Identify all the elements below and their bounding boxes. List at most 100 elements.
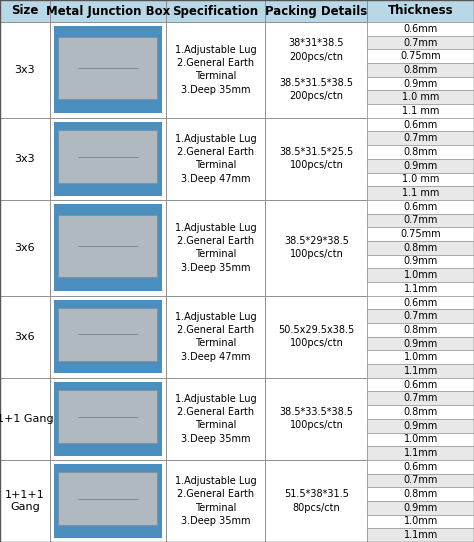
Text: 0.7mm: 0.7mm bbox=[403, 393, 438, 403]
Text: 1.0mm: 1.0mm bbox=[403, 434, 438, 444]
Bar bbox=[367, 36, 474, 49]
Bar bbox=[265, 22, 367, 118]
Bar bbox=[0, 378, 50, 460]
Bar bbox=[58, 130, 157, 183]
Text: 0.8mm: 0.8mm bbox=[403, 65, 438, 75]
Bar bbox=[54, 204, 162, 292]
Bar bbox=[367, 104, 474, 118]
Bar bbox=[0, 460, 50, 542]
Text: 1+1 Gang: 1+1 Gang bbox=[0, 414, 53, 424]
Bar bbox=[367, 378, 474, 391]
Text: 0.8mm: 0.8mm bbox=[403, 407, 438, 417]
Bar bbox=[0, 200, 50, 296]
Text: 3x3: 3x3 bbox=[15, 154, 35, 164]
Text: 0.9mm: 0.9mm bbox=[403, 160, 438, 171]
Bar bbox=[367, 460, 474, 474]
Bar bbox=[367, 214, 474, 227]
Text: 1.Adjustable Lug
2.General Earth
Terminal
3.Deep 47mm: 1.Adjustable Lug 2.General Earth Termina… bbox=[175, 134, 256, 184]
Bar bbox=[54, 300, 162, 373]
Text: 0.6mm: 0.6mm bbox=[403, 298, 438, 307]
Bar bbox=[166, 200, 265, 296]
Bar bbox=[367, 282, 474, 296]
Text: 1.0mm: 1.0mm bbox=[403, 352, 438, 362]
Bar bbox=[367, 241, 474, 255]
Bar bbox=[166, 118, 265, 200]
Bar bbox=[367, 391, 474, 405]
Bar bbox=[54, 464, 162, 538]
Bar bbox=[367, 159, 474, 172]
Bar bbox=[367, 501, 474, 515]
Bar bbox=[58, 37, 157, 99]
Text: 0.6mm: 0.6mm bbox=[403, 24, 438, 34]
Bar bbox=[50, 460, 166, 542]
Text: 0.6mm: 0.6mm bbox=[403, 120, 438, 130]
Text: 1.1 mm: 1.1 mm bbox=[402, 188, 439, 198]
Bar bbox=[166, 378, 265, 460]
Text: 0.75mm: 0.75mm bbox=[401, 51, 441, 61]
Bar bbox=[367, 474, 474, 487]
Bar bbox=[50, 0, 166, 22]
Bar bbox=[367, 268, 474, 282]
Bar bbox=[54, 382, 162, 456]
Text: Packing Details: Packing Details bbox=[265, 4, 367, 17]
Text: 0.7mm: 0.7mm bbox=[403, 133, 438, 143]
Bar bbox=[265, 200, 367, 296]
Bar bbox=[54, 27, 162, 113]
Bar bbox=[367, 364, 474, 378]
Bar bbox=[265, 118, 367, 200]
Text: 38.5*29*38.5
100pcs/ctn: 38.5*29*38.5 100pcs/ctn bbox=[284, 236, 349, 260]
Bar bbox=[166, 0, 265, 22]
Bar bbox=[367, 132, 474, 145]
Text: Thickness: Thickness bbox=[388, 4, 454, 17]
Text: Size: Size bbox=[11, 4, 38, 17]
Bar bbox=[367, 405, 474, 419]
Text: 1.Adjustable Lug
2.General Earth
Terminal
3.Deep 47mm: 1.Adjustable Lug 2.General Earth Termina… bbox=[175, 312, 256, 362]
Bar bbox=[367, 0, 474, 22]
Text: 0.9mm: 0.9mm bbox=[403, 421, 438, 431]
Text: 1.1mm: 1.1mm bbox=[403, 530, 438, 540]
Text: 0.6mm: 0.6mm bbox=[403, 202, 438, 212]
Text: Metal Junction Box: Metal Junction Box bbox=[46, 4, 170, 17]
Text: 1.0mm: 1.0mm bbox=[403, 517, 438, 526]
Bar bbox=[367, 22, 474, 36]
Text: 1.Adjustable Lug
2.General Earth
Terminal
3.Deep 35mm: 1.Adjustable Lug 2.General Earth Termina… bbox=[175, 45, 256, 95]
Text: 0.6mm: 0.6mm bbox=[403, 379, 438, 390]
Bar bbox=[367, 309, 474, 323]
Bar bbox=[265, 296, 367, 378]
Bar bbox=[54, 122, 162, 196]
Text: Specification: Specification bbox=[173, 4, 259, 17]
Text: 0.75mm: 0.75mm bbox=[401, 229, 441, 239]
Bar bbox=[367, 351, 474, 364]
Bar bbox=[58, 308, 157, 361]
Text: 0.8mm: 0.8mm bbox=[403, 243, 438, 253]
Text: 3x3: 3x3 bbox=[15, 65, 35, 75]
Text: 50.5x29.5x38.5
100pcs/ctn: 50.5x29.5x38.5 100pcs/ctn bbox=[278, 325, 355, 349]
Text: 1.0 mm: 1.0 mm bbox=[402, 92, 439, 102]
Text: 0.7mm: 0.7mm bbox=[403, 311, 438, 321]
Text: 38.5*33.5*38.5
100pcs/ctn: 38.5*33.5*38.5 100pcs/ctn bbox=[279, 407, 354, 430]
Bar bbox=[367, 419, 474, 433]
Bar bbox=[367, 487, 474, 501]
Bar bbox=[265, 0, 367, 22]
Text: 3x6: 3x6 bbox=[15, 332, 35, 342]
Bar bbox=[367, 528, 474, 542]
Bar bbox=[367, 186, 474, 200]
Text: 1+1+1
Gang: 1+1+1 Gang bbox=[5, 490, 45, 512]
Text: 1.1mm: 1.1mm bbox=[403, 284, 438, 294]
Text: 1.1 mm: 1.1 mm bbox=[402, 106, 439, 116]
Text: 0.8mm: 0.8mm bbox=[403, 325, 438, 335]
Bar bbox=[50, 118, 166, 200]
Bar bbox=[50, 200, 166, 296]
Text: 0.9mm: 0.9mm bbox=[403, 79, 438, 88]
Bar bbox=[367, 200, 474, 214]
Text: 0.9mm: 0.9mm bbox=[403, 503, 438, 513]
Text: 0.9mm: 0.9mm bbox=[403, 256, 438, 267]
Bar bbox=[367, 118, 474, 132]
Text: 1.0mm: 1.0mm bbox=[403, 270, 438, 280]
Text: 0.7mm: 0.7mm bbox=[403, 215, 438, 225]
Bar bbox=[367, 172, 474, 186]
Text: 38.5*31.5*25.5
100pcs/ctn: 38.5*31.5*25.5 100pcs/ctn bbox=[279, 147, 354, 170]
Bar bbox=[367, 77, 474, 91]
Text: 1.0 mm: 1.0 mm bbox=[402, 175, 439, 184]
Bar bbox=[367, 255, 474, 268]
